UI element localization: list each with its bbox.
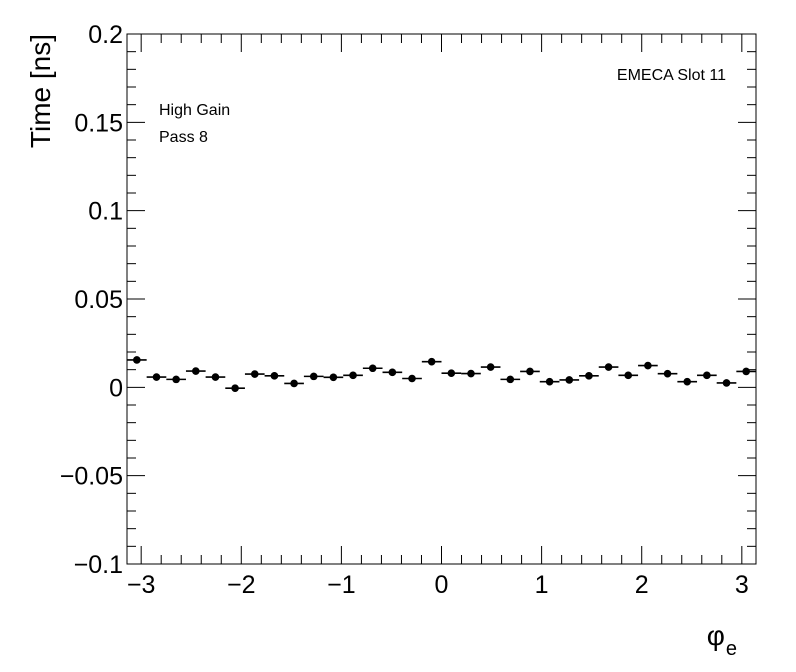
y-tick-labels: −0.1 −0.05 0 0.05 0.1 0.15 0.2 (60, 21, 123, 579)
data-point (185, 367, 206, 375)
x-tick-label: 2 (635, 571, 649, 599)
y-axis-title: Time [ns] (25, 34, 56, 148)
data-point (146, 373, 167, 381)
y-tick-label: −0.05 (60, 463, 123, 491)
data-point (225, 384, 245, 393)
x-axis-title-symbol: φ (707, 620, 725, 651)
data-point (598, 363, 619, 371)
data-point (677, 377, 698, 386)
data-point (579, 372, 599, 380)
data-marker (722, 379, 731, 387)
y-tick-label: −0.1 (74, 551, 123, 579)
data-point (166, 375, 186, 384)
data-marker (526, 367, 534, 376)
data-marker (290, 379, 298, 388)
x-tick-label: 3 (735, 571, 749, 599)
data-marker (172, 375, 180, 384)
data-marker (368, 364, 377, 373)
annotation-gain: High Gain (159, 102, 230, 119)
data-marker (427, 357, 436, 366)
x-tick-label: 0 (435, 571, 449, 599)
x-tick-label: −1 (327, 571, 356, 599)
data-marker (152, 373, 161, 381)
data-marker (663, 369, 672, 378)
data-marker (565, 376, 574, 384)
y-tick-label: 0 (109, 374, 123, 402)
data-point (500, 375, 521, 384)
annotation-slot: EMECA Slot 11 (617, 67, 726, 84)
data-point (323, 373, 344, 382)
data-marker (486, 363, 495, 371)
data-point (480, 363, 501, 371)
data-point (520, 367, 540, 376)
y-tick-label: 0.2 (88, 21, 123, 49)
data-point (559, 376, 580, 384)
y-tick-label: 0.1 (88, 198, 123, 226)
data-marker (231, 384, 239, 393)
data-point (402, 374, 422, 383)
data-point (657, 369, 678, 378)
data-marker (506, 375, 515, 384)
x-tick-labels: −3 −2 −1 0 1 2 3 (127, 571, 749, 599)
data-marker (545, 377, 554, 386)
data-marker (270, 372, 279, 380)
data-point (461, 369, 481, 378)
data-point (362, 364, 383, 373)
data-point (539, 377, 560, 386)
axis-ticks (127, 33, 756, 565)
data-marker (604, 363, 613, 371)
data-point (244, 370, 265, 378)
data-point (716, 379, 737, 387)
data-marker (388, 368, 397, 377)
data-marker (191, 367, 200, 375)
data-point (284, 379, 304, 388)
data-point (618, 371, 639, 380)
y-tick-label: 0.15 (74, 109, 123, 137)
data-marker (742, 367, 750, 376)
annotation-pass: Pass 8 (159, 129, 208, 146)
data-marker (703, 371, 711, 380)
data-marker (644, 361, 652, 370)
x-axis-title-subscript: e (726, 638, 737, 660)
data-marker (349, 371, 357, 380)
data-points (127, 356, 756, 393)
data-point (421, 357, 442, 366)
data-marker (447, 369, 456, 378)
data-marker (585, 372, 593, 380)
data-point (264, 372, 285, 380)
data-point (441, 369, 462, 378)
data-marker (329, 373, 338, 382)
data-point (343, 371, 363, 380)
x-axis-title: φe (707, 620, 737, 660)
data-point (736, 367, 756, 376)
x-tick-label: −3 (127, 571, 156, 599)
y-tick-label: 0.05 (74, 286, 123, 314)
data-point (205, 373, 226, 381)
data-point (638, 361, 658, 370)
x-tick-label: 1 (535, 571, 549, 599)
data-marker (624, 371, 633, 380)
data-marker (683, 377, 692, 386)
data-point (127, 356, 147, 364)
data-marker (250, 370, 259, 378)
x-tick-label: −2 (227, 571, 256, 599)
data-point (697, 371, 717, 380)
data-marker (467, 369, 475, 378)
data-marker (211, 373, 220, 381)
data-point (382, 368, 403, 377)
data-marker (309, 372, 318, 381)
data-point (303, 372, 324, 381)
data-marker (408, 374, 416, 383)
data-marker (133, 356, 141, 364)
